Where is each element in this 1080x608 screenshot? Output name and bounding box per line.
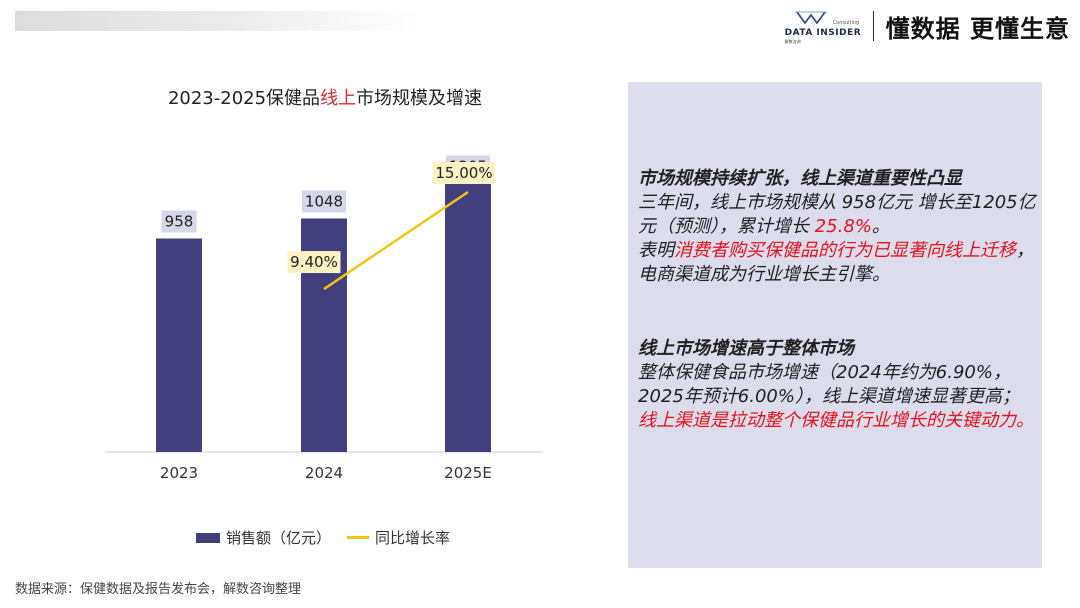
header-gradient-bar	[15, 11, 420, 31]
chart-legend: 销售额（亿元） 同比增长率	[196, 527, 450, 548]
logo-mark-icon	[794, 11, 827, 25]
bar-value-label-2024: 1048	[305, 192, 343, 210]
insight-1-text-d: ，电商渠道成为行业增长主引擎。	[638, 240, 1034, 285]
bar-2023	[156, 238, 202, 452]
insight-1-text-c: 表明	[638, 240, 674, 261]
growth-value-label-2025E: 15.00%	[435, 164, 492, 182]
growth-value-label-2024: 9.40%	[290, 253, 338, 271]
growth-rate-line	[323, 190, 469, 291]
bar-value-label-2023: 958	[165, 213, 194, 231]
chart-title: 2023-2025保健品线上市场规模及增速	[105, 84, 545, 110]
sales-growth-chart: 95810481205202320242025E9.40%15.00%	[105, 155, 543, 482]
insight-1-text-a: 三年间，线上市场规模从 958亿元 增长至1205亿元（预测），累计增长	[638, 192, 1036, 237]
insight-2-title: 线上市场增速高于整体市场	[638, 338, 854, 359]
insight-1-text-b: 。	[871, 216, 890, 237]
x-tick-label-2025E: 2025E	[444, 464, 492, 482]
data-source-note: 数据来源：保健数据及报告发布会，解数咨询整理	[15, 582, 302, 597]
brand-slogan: 懂数据 更懂生意	[885, 14, 1070, 43]
chart-title-part2: 市场规模及增速	[356, 88, 483, 109]
brand-divider	[872, 11, 874, 41]
logo-text: DATA INSIDER	[784, 28, 862, 38]
insight-1-title: 市场规模持续扩张，线上渠道重要性凸显	[638, 168, 962, 189]
data-insider-logo: Consulting DATA INSIDER 解数咨询	[785, 6, 869, 46]
chart-title-highlight: 线上	[320, 88, 357, 109]
legend-bar-swatch	[196, 532, 220, 543]
x-tick-label-2024: 2024	[305, 464, 343, 482]
chart-title-part1: 2023-2025保健品	[167, 88, 321, 109]
logo-consulting-text: Consulting	[832, 20, 860, 26]
insight-panel: 市场规模持续扩张，线上渠道重要性凸显 三年间，线上市场规模从 958亿元 增长至…	[628, 82, 1042, 568]
brand-header: Consulting DATA INSIDER 解数咨询 懂数据 更懂生意	[785, 6, 1070, 46]
growth-label-bg-2025E	[433, 162, 495, 184]
logo-subtext: 解数咨询	[784, 39, 801, 44]
bar-label-bg-2024	[302, 190, 346, 213]
x-tick-label-2023: 2023	[160, 464, 198, 482]
legend-bar-label: 销售额（亿元）	[226, 529, 332, 547]
bar-2025E	[445, 183, 491, 452]
insight-2-red: 线上渠道是拉动整个保健品行业增长的关键动力。	[638, 410, 1034, 431]
insight-section-1: 市场规模持续扩张，线上渠道重要性凸显 三年间，线上市场规模从 958亿元 增长至…	[638, 167, 1038, 287]
insight-2-text: 整体保健食品市场增速（2024年约为6.90%，2025年预计6.00%），线上…	[638, 362, 1020, 407]
bar-label-bg-2023	[161, 210, 197, 233]
insight-1-red-a: 25.8%	[814, 216, 872, 237]
insight-1-red-b: 消费者购买保健品的行为已显著向线上迁移	[674, 240, 1016, 261]
legend-line-swatch	[347, 536, 370, 539]
insight-section-2: 线上市场增速高于整体市场 整体保健食品市场增速（2024年约为6.90%，202…	[638, 337, 1038, 433]
growth-label-bg-2024	[287, 251, 341, 274]
legend-line-label: 同比增长率	[375, 529, 451, 547]
